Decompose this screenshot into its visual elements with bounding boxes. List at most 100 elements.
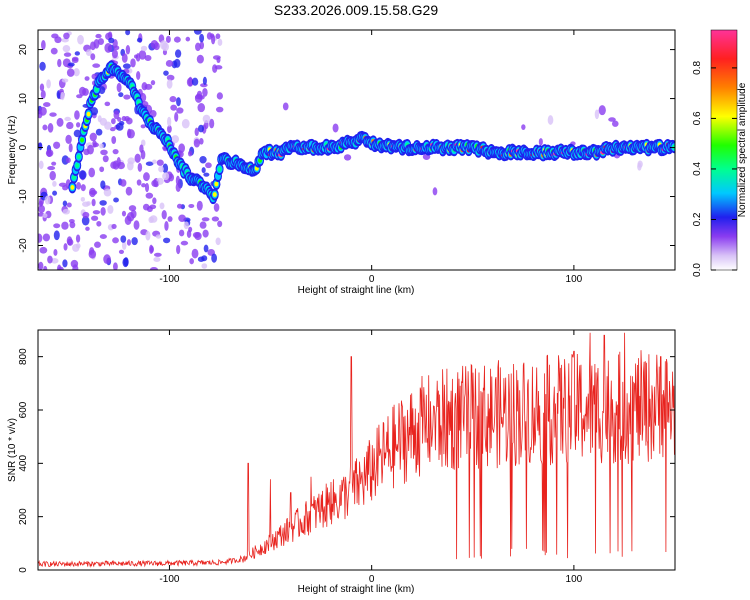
- spectrogram-noise: [209, 118, 215, 129]
- spectrogram-noise: [66, 121, 74, 130]
- spectrogram-noise: [122, 63, 131, 69]
- spectrogram-noise: [149, 244, 154, 255]
- spectrogram-noise: [194, 232, 202, 241]
- spectrogram-noise: [40, 89, 46, 99]
- spectrogram-ridge-peak: [80, 137, 85, 143]
- spectrogram-noise: [611, 120, 619, 127]
- spectrogram-noise: [97, 115, 102, 123]
- spectrogram-noise: [196, 200, 203, 211]
- spectrogram-noise: [125, 30, 131, 36]
- spectrogram-noise: [123, 257, 129, 267]
- snr-ytick-label: 800: [18, 348, 29, 365]
- spectrogram-noise: [193, 138, 200, 148]
- spectrogram-ridge-peak: [75, 163, 80, 168]
- spectrogram-noise: [140, 45, 148, 52]
- spectrogram-noise: [63, 52, 72, 57]
- spectrogram-marks: [38, 30, 675, 270]
- spectrogram-noise: [153, 252, 162, 257]
- spectrogram-noise: [133, 220, 140, 230]
- spectrogram-noise: [163, 237, 171, 244]
- spectrogram-xtick-label: 100: [566, 274, 583, 285]
- spectrogram-noise: [121, 53, 128, 63]
- spectrogram-noise: [38, 200, 43, 207]
- spectrogram-noise: [155, 234, 162, 239]
- spectrogram-noise: [56, 117, 64, 127]
- spectrogram-noise: [112, 148, 119, 155]
- spectrogram-noise: [42, 213, 48, 218]
- spectrogram-noise: [211, 253, 217, 263]
- spectrogram-noise: [521, 124, 526, 130]
- spectrogram-noise: [217, 220, 223, 228]
- spectrogram-noise: [91, 198, 96, 207]
- spectrogram-noise: [99, 234, 107, 239]
- colorbar-tick-label: 0.2: [692, 212, 703, 226]
- snr-xtick-label: -100: [159, 574, 179, 585]
- snr-ytick-label: 0: [18, 567, 29, 573]
- spectrogram-noise: [164, 221, 169, 231]
- spectrogram-noise: [215, 237, 221, 246]
- spectrogram-noise: [39, 83, 45, 92]
- spectrogram-noise: [189, 258, 194, 265]
- spectrogram-noise: [67, 62, 75, 67]
- snr-marks: [38, 332, 675, 568]
- spectrogram-noise: [80, 196, 86, 202]
- spectrogram-noise: [94, 241, 101, 248]
- snr-axes: -100 0 100 0 200 400 600 800: [18, 330, 675, 585]
- snr-ytick-label: 400: [18, 455, 29, 472]
- spectrogram-noise: [39, 246, 48, 254]
- spectrogram-noise: [166, 79, 173, 89]
- spectrogram-noise: [66, 202, 72, 208]
- spectrogram-noise: [162, 163, 169, 174]
- spectrogram-noise: [432, 187, 438, 196]
- spectrogram-noise: [47, 123, 54, 133]
- spectrogram-noise: [81, 215, 90, 226]
- spectrogram-noise: [111, 118, 116, 125]
- spectrogram-noise: [215, 33, 221, 40]
- spectrogram-noise: [608, 117, 616, 122]
- spectrogram-noise: [72, 264, 79, 270]
- spectrogram-ylabel: Frequency (Hz): [7, 116, 18, 185]
- spectrogram-ridge-peak: [217, 166, 222, 172]
- spectrogram-noise: [150, 39, 159, 49]
- spectrogram-noise: [165, 35, 171, 43]
- spectrogram-noise: [142, 203, 150, 211]
- spectrogram-noise: [39, 106, 47, 116]
- spectrogram-ridge-peak: [94, 87, 99, 92]
- spectrogram-frame: [37, 29, 676, 271]
- spectrogram-noise: [92, 210, 101, 215]
- spectrogram-noise: [174, 49, 182, 58]
- chart-title: S233.2026.009.15.58.G29: [274, 2, 438, 18]
- spectrogram-noise: [82, 88, 89, 96]
- spectrogram-noise: [66, 68, 75, 77]
- spectrogram-noise: [202, 114, 211, 124]
- spectrogram-noise: [99, 166, 105, 173]
- spectrogram-noise: [211, 34, 216, 45]
- spectrogram-noise: [49, 112, 57, 117]
- spectrogram-noise: [116, 82, 122, 93]
- spectrogram-noise: [178, 229, 185, 237]
- spectrogram-noise: [91, 215, 99, 221]
- spectrogram-noise: [116, 156, 121, 167]
- spectrogram-noise: [118, 249, 125, 254]
- spectrogram-noise: [171, 135, 180, 144]
- spectrogram-noise: [199, 33, 205, 43]
- spectrogram-noise: [332, 123, 339, 133]
- spectrogram-noise: [202, 229, 209, 238]
- spectrogram-noise: [62, 208, 70, 215]
- spectrogram-noise: [152, 159, 157, 164]
- spectrogram-noise: [216, 56, 221, 63]
- spectrogram-noise: [160, 40, 168, 50]
- spectrogram-noise: [126, 239, 132, 246]
- spectrogram-noise: [42, 124, 48, 131]
- spectrogram-noise: [158, 165, 164, 173]
- spectrogram-noise: [42, 233, 51, 242]
- spectrogram-noise: [598, 105, 606, 116]
- spectrogram-noise: [134, 54, 139, 59]
- spectrogram-noise: [95, 128, 103, 136]
- spectrogram-noise: [213, 203, 220, 212]
- spectrogram-noise: [58, 182, 67, 187]
- spectrogram-noise: [185, 36, 191, 42]
- spectrogram-noise: [161, 210, 167, 220]
- spectrogram-noise: [44, 195, 51, 205]
